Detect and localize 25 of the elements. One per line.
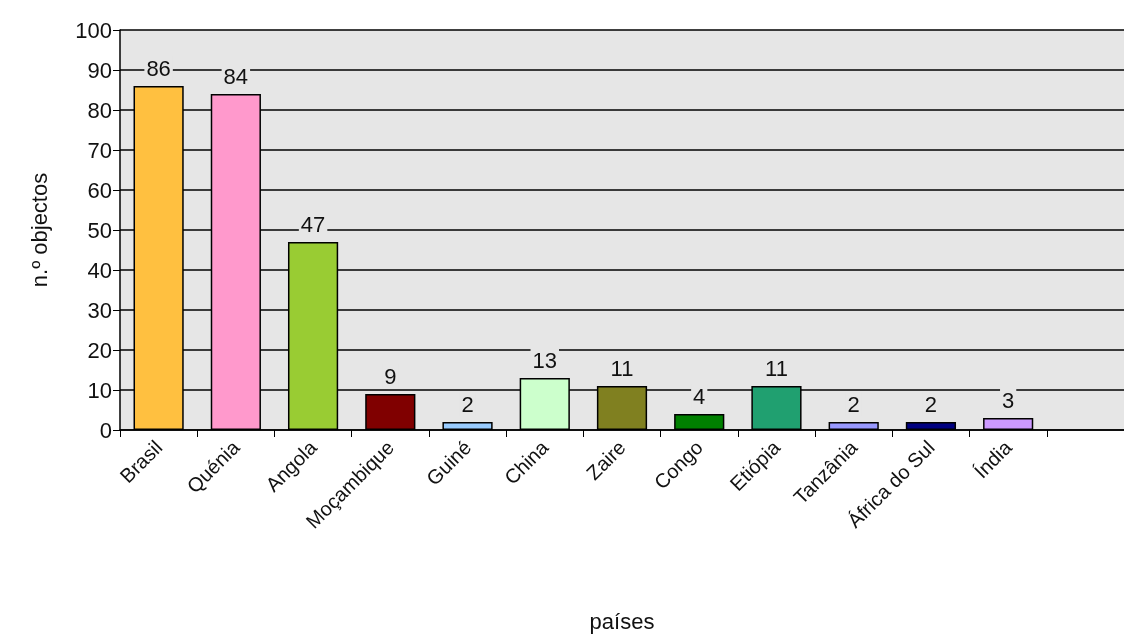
y-tick-label: 100 [75,17,112,43]
data-label: 47 [300,211,326,237]
data-label: 86 [146,55,171,81]
data-label: 11 [610,355,634,381]
y-tick-label: 50 [87,217,112,243]
y-tick-label: 30 [87,297,112,323]
y-tick-label: 10 [87,377,112,403]
y-tick-label: 90 [87,57,112,83]
data-label: 4 [693,383,706,409]
y-axis-title: n.º objectos [26,172,52,288]
y-tick-label: 40 [87,257,112,283]
data-label: 3 [1002,387,1015,413]
y-tick-label: 80 [87,97,112,123]
data-label: 84 [223,63,249,89]
data-label: 11 [765,355,788,381]
y-tick-label: 0 [99,417,112,443]
y-tick-label: 70 [87,137,112,163]
data-label: 2 [461,391,474,417]
data-label: 2 [847,391,860,417]
y-tick-label: 20 [87,337,112,363]
y-tick-label: 60 [87,177,112,203]
data-label: 2 [924,391,938,417]
data-label: 9 [384,363,397,389]
x-axis-title: países [589,608,655,634]
data-label: 13 [532,347,558,373]
